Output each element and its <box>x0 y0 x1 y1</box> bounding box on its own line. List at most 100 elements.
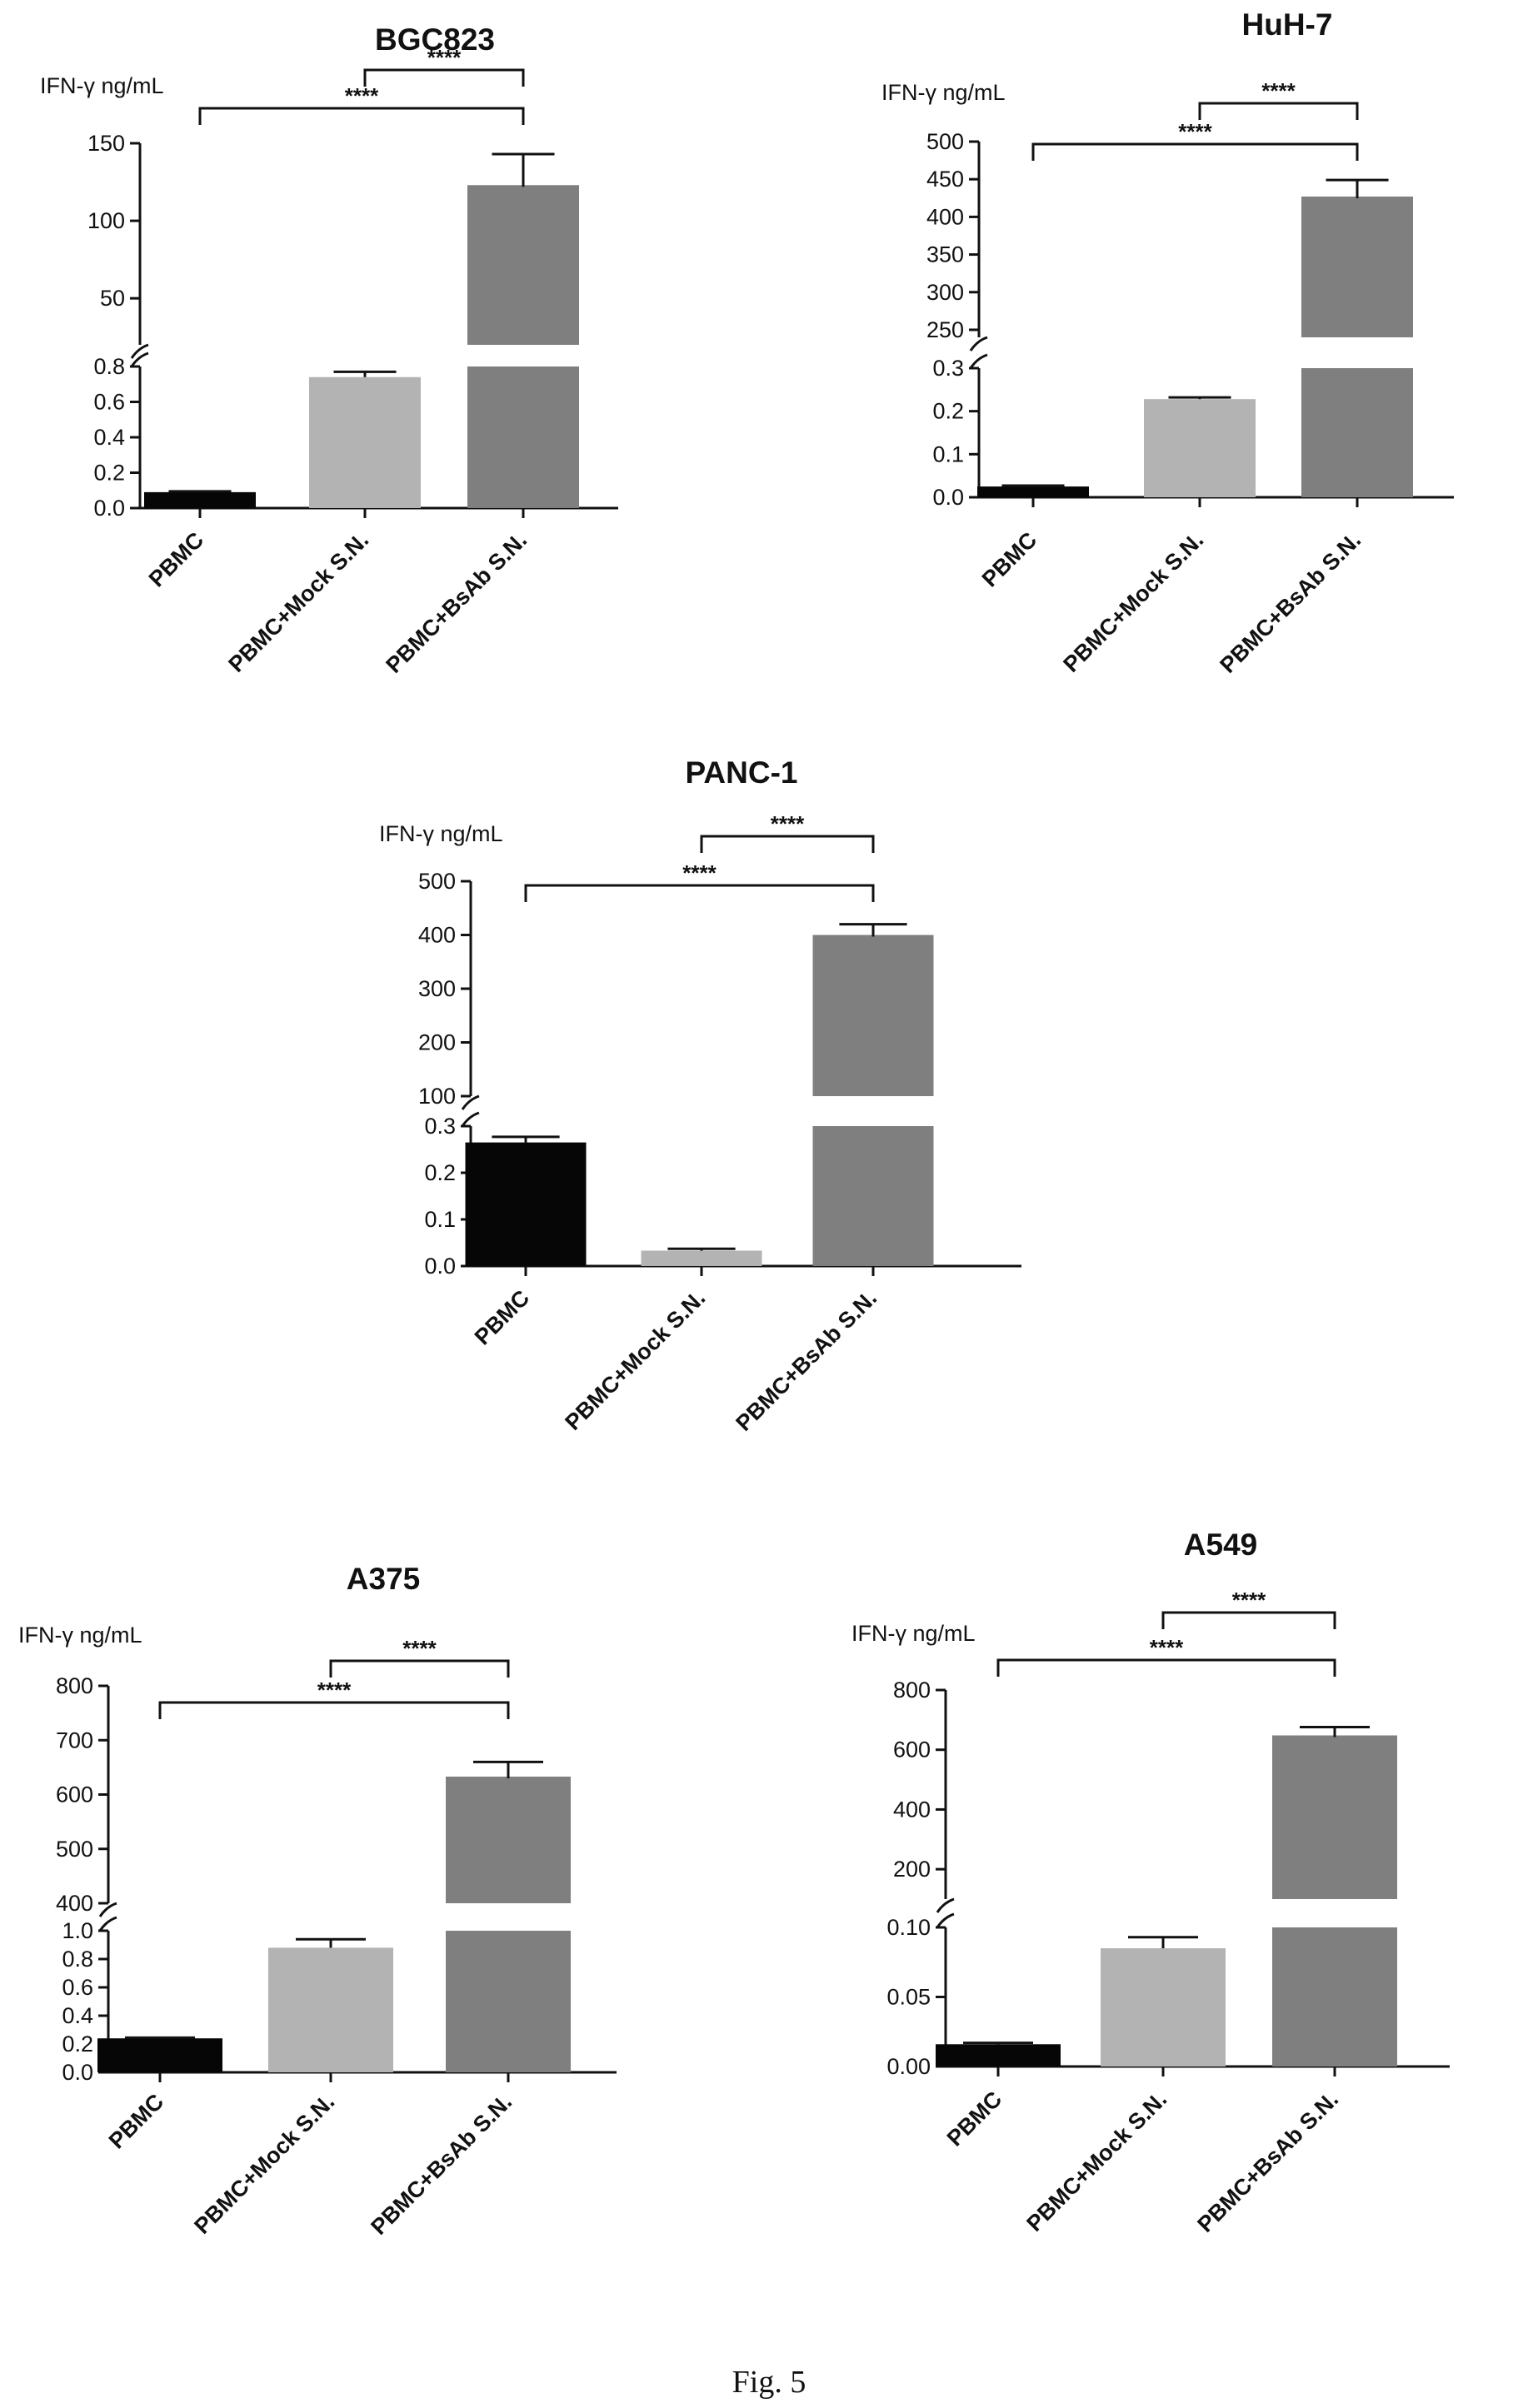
axis-break-mark <box>936 1897 955 1913</box>
bar-lower-segment <box>1301 368 1413 497</box>
y-tick-label: 800 <box>893 1678 931 1703</box>
bar-lower-segment <box>446 1931 571 2072</box>
y-tick-label: 0.0 <box>62 2060 93 2085</box>
x-tick-label: PBMC+BsAb S.N. <box>1215 527 1366 678</box>
bar <box>936 2044 1061 2066</box>
significance-label: **** <box>771 811 805 836</box>
y-tick-label: 0.2 <box>93 461 125 486</box>
y-tick-label: 0.0 <box>93 496 125 521</box>
chart-title: PANC-1 <box>686 755 798 790</box>
y-tick-label: 0.3 <box>932 356 964 381</box>
axis-break-mark <box>130 343 149 359</box>
bar <box>144 491 256 508</box>
y-tick-label: 600 <box>893 1737 931 1762</box>
y-tick-label: 700 <box>56 1727 93 1752</box>
significance-label: **** <box>317 1678 352 1703</box>
y-axis-label: IFN-γ ng/mL <box>851 1621 976 1646</box>
y-tick-label: 500 <box>926 129 964 154</box>
significance-bracket <box>996 1658 1336 1677</box>
y-tick-label: 0.2 <box>424 1160 456 1185</box>
x-tick-label: PBMC <box>144 527 208 591</box>
y-tick-label: 0.0 <box>932 485 964 510</box>
bar-lower-segment <box>1272 1927 1397 2066</box>
bar <box>641 1250 762 1266</box>
x-tick-label: PBMC+BsAb S.N. <box>1192 2086 1343 2237</box>
bar <box>977 486 1089 497</box>
y-tick-label: 400 <box>418 923 456 948</box>
axis-break-mark <box>969 336 988 351</box>
bar <box>97 2038 222 2072</box>
y-tick-label: 0.1 <box>424 1207 456 1232</box>
significance-bracket <box>1198 102 1359 120</box>
bar <box>446 1776 571 1903</box>
y-tick-label: 150 <box>87 131 125 156</box>
bar-lower-segment <box>467 366 579 508</box>
y-axis-label: IFN-γ ng/mL <box>881 80 1006 105</box>
y-tick-label: 0.1 <box>932 441 964 466</box>
x-tick-label: PBMC+Mock S.N. <box>223 527 373 677</box>
y-axis-label: IFN-γ ng/mL <box>18 1623 142 1648</box>
y-tick-label: 50 <box>100 286 125 311</box>
bar <box>309 376 421 508</box>
significance-bracket <box>198 107 525 125</box>
y-tick-label: 0.4 <box>93 425 125 450</box>
y-axis-label: IFN-γ ng/mL <box>379 821 503 846</box>
bar <box>268 1947 393 2072</box>
y-tick-label: 200 <box>418 1030 456 1055</box>
axis-break-mark <box>461 1094 480 1110</box>
chart-title: BGC823 <box>375 22 495 57</box>
axis-break-mark <box>936 1912 955 1928</box>
y-tick-label: 0.6 <box>62 1975 93 2000</box>
chart-title: A375 <box>347 1562 420 1596</box>
significance-label: **** <box>1178 119 1212 144</box>
y-tick-label: 800 <box>56 1673 93 1698</box>
y-tick-label: 1.0 <box>62 1918 93 1943</box>
y-tick-label: 500 <box>418 869 456 894</box>
bar <box>1101 1948 1226 2066</box>
significance-label: **** <box>1261 78 1296 103</box>
y-tick-label: 350 <box>926 242 964 267</box>
x-tick-label: PBMC <box>942 2086 1006 2151</box>
y-tick-label: 250 <box>926 317 964 342</box>
bar-lower-segment <box>812 1126 934 1266</box>
bar <box>1144 399 1256 497</box>
chart-panel: BGC823 IFN-γ ng/mL 0.0 0.2 0.4 0.6 0.8 50 100 150… <box>40 22 618 678</box>
significance-label: **** <box>1232 1588 1266 1613</box>
bar <box>1272 1735 1397 1899</box>
y-tick-label: 100 <box>418 1084 456 1109</box>
y-tick-label: 200 <box>893 1857 931 1882</box>
significance-bracket <box>700 835 875 853</box>
chart-panel: A549 IFN-γ ng/mL 0.00 0.05 0.10 200 400 600 800 P… <box>851 1528 1450 2237</box>
x-tick-label: PBMC+Mock S.N. <box>189 2089 339 2239</box>
axis-break-mark <box>130 351 149 367</box>
bar <box>812 935 934 1096</box>
significance-label: **** <box>402 1636 437 1661</box>
y-tick-label: 0.3 <box>424 1114 456 1139</box>
y-tick-label: 500 <box>56 1837 93 1862</box>
y-tick-label: 400 <box>893 1797 931 1822</box>
significance-label: **** <box>1150 1635 1184 1660</box>
significance-label: **** <box>427 45 462 70</box>
y-tick-label: 300 <box>418 976 456 1001</box>
significance-bracket <box>363 68 525 87</box>
y-tick-label: 0.0 <box>424 1254 456 1279</box>
y-tick-label: 400 <box>926 204 964 229</box>
significance-bracket <box>1161 1611 1336 1629</box>
axis-break-mark <box>98 1902 117 1917</box>
axis-break-mark <box>98 1916 117 1932</box>
y-tick-label: 0.2 <box>932 399 964 424</box>
y-tick-label: 0.05 <box>886 1985 931 2010</box>
y-tick-label: 0.8 <box>62 1947 93 1972</box>
y-tick-label: 100 <box>87 208 125 233</box>
y-tick-label: 0.8 <box>93 354 125 379</box>
x-tick-label: PBMC+Mock S.N. <box>560 1285 710 1435</box>
x-tick-label: PBMC <box>470 1285 534 1349</box>
significance-bracket <box>1031 142 1359 161</box>
bar <box>1301 196 1413 337</box>
bar <box>465 1142 587 1266</box>
x-tick-label: PBMC+Mock S.N. <box>1058 527 1208 677</box>
significance-label: **** <box>682 860 717 885</box>
chart-title: A549 <box>1184 1528 1257 1562</box>
y-tick-label: 450 <box>926 167 964 192</box>
x-tick-label: PBMC <box>977 527 1041 591</box>
